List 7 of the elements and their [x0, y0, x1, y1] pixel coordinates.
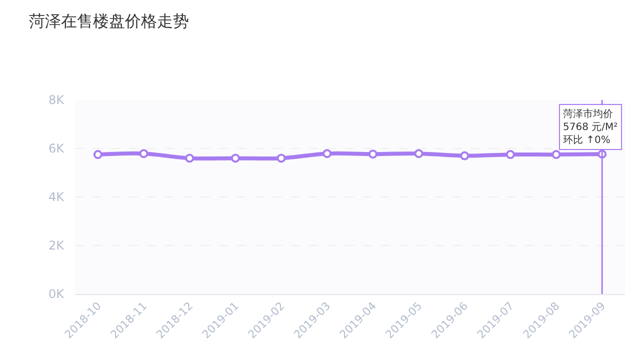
annotation: 菏泽市均价 5768 元/M² 环比 ↑0%: [563, 108, 618, 146]
y-tick-label: 4K: [48, 190, 66, 204]
y-tick-label: 6K: [48, 142, 66, 156]
y-tick-label: 0K: [48, 287, 66, 302]
y-tick-label: 2K: [48, 238, 66, 253]
y-tick-label: 8K: [48, 93, 66, 108]
chart-title: 菏泽在售楼盘价格走势: [28, 12, 189, 31]
